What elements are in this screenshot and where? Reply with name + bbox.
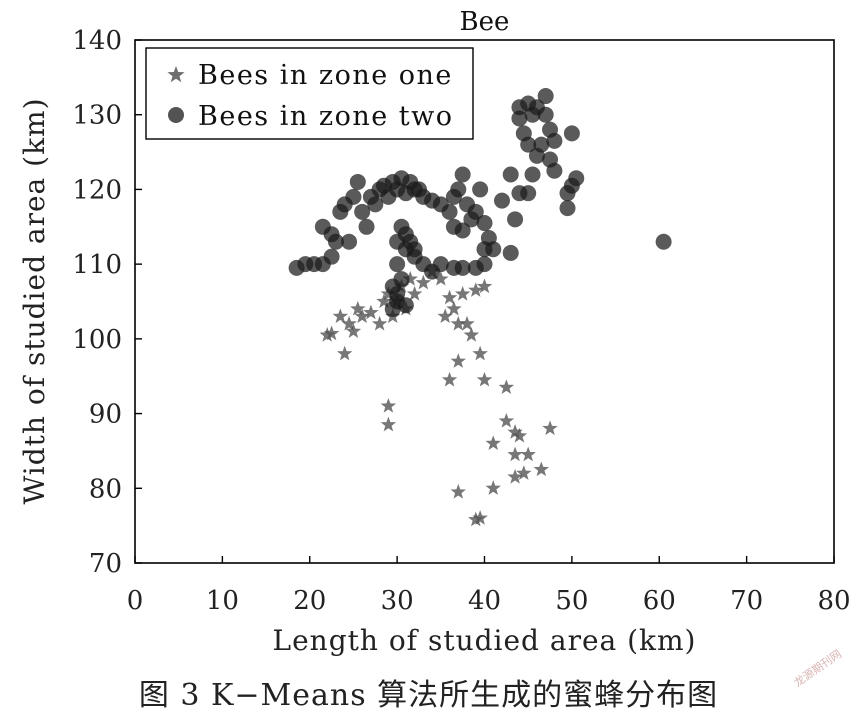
data-point-circle (389, 256, 406, 273)
data-point-circle (454, 222, 471, 239)
legend-label-zone-two: Bees in zone two (198, 101, 454, 132)
data-point-circle (502, 166, 519, 183)
legend-item-zone-one: Bees in zone one (167, 60, 453, 91)
x-tick-label: 0 (127, 586, 144, 616)
data-point-circle (537, 106, 554, 123)
legend-item-zone-two: Bees in zone two (168, 101, 454, 132)
legend-label-zone-one: Bees in zone one (198, 60, 453, 91)
y-tick-label: 90 (89, 400, 122, 430)
data-point-circle (367, 196, 384, 213)
data-point-circle (467, 203, 484, 220)
y-tick-label: 70 (89, 549, 122, 579)
y-tick-label: 120 (72, 175, 122, 205)
data-point-circle (441, 203, 458, 220)
data-point-circle (507, 211, 524, 228)
data-point-circle (485, 241, 502, 258)
data-point-circle (454, 166, 471, 183)
y-axis-label: Width of studied area (km) (18, 97, 51, 504)
data-point-circle (467, 259, 484, 276)
x-tick-label: 80 (817, 586, 850, 616)
data-point-circle (546, 162, 563, 179)
data-point-circle (493, 192, 510, 209)
x-axis-label: Length of studied area (km) (273, 624, 697, 657)
x-tick-label: 60 (643, 586, 676, 616)
y-tick-label: 110 (72, 250, 122, 280)
figure-caption: 图 3 K−Means 算法所生成的蜜蜂分布图 (138, 678, 719, 713)
data-point-circle (323, 248, 340, 265)
data-point-circle (406, 241, 423, 258)
data-point-circle (327, 233, 344, 250)
legend: Bees in zone one Bees in zone two (145, 47, 474, 140)
x-ticks: 0 10 20 30 40 50 60 70 80 (127, 556, 851, 616)
data-point-circle (445, 259, 462, 276)
legend-circle-marker (168, 107, 184, 123)
data-point-circle (655, 233, 672, 250)
x-tick-label: 30 (381, 586, 414, 616)
y-tick-label: 130 (72, 101, 122, 131)
x-tick-label: 70 (730, 586, 763, 616)
data-point-circle (476, 215, 493, 232)
data-point-circle (533, 136, 550, 153)
data-point-circle (472, 181, 489, 198)
data-point-circle (511, 110, 528, 127)
chart-title: Bee (460, 7, 510, 37)
data-point-circle (502, 244, 519, 261)
y-tick-label: 100 (72, 325, 122, 355)
series-2 (288, 88, 672, 317)
legend-box (145, 47, 474, 140)
x-tick-label: 40 (468, 586, 501, 616)
data-point-circle (515, 125, 532, 142)
data-point-circle (568, 170, 585, 187)
series-layer (288, 88, 672, 527)
data-point-circle (397, 297, 414, 314)
data-point-circle (341, 233, 358, 250)
y-tick-label: 140 (72, 26, 122, 56)
data-point-circle (546, 132, 563, 149)
x-tick-label: 20 (293, 586, 326, 616)
data-point-circle (559, 200, 576, 217)
data-point-circle (450, 181, 467, 198)
y-tick-label: 80 (89, 474, 122, 504)
data-point-circle (563, 125, 580, 142)
x-tick-label: 50 (555, 586, 588, 616)
data-point-circle (345, 188, 362, 205)
data-point-circle (524, 166, 541, 183)
data-point-circle (354, 203, 371, 220)
data-point-circle (358, 218, 375, 235)
x-tick-label: 10 (206, 586, 239, 616)
y-ticks: 70 80 90 100 110 120 130 140 (72, 26, 142, 579)
data-point-circle (520, 185, 537, 202)
data-point-circle (349, 173, 366, 190)
data-point-circle (537, 88, 554, 105)
